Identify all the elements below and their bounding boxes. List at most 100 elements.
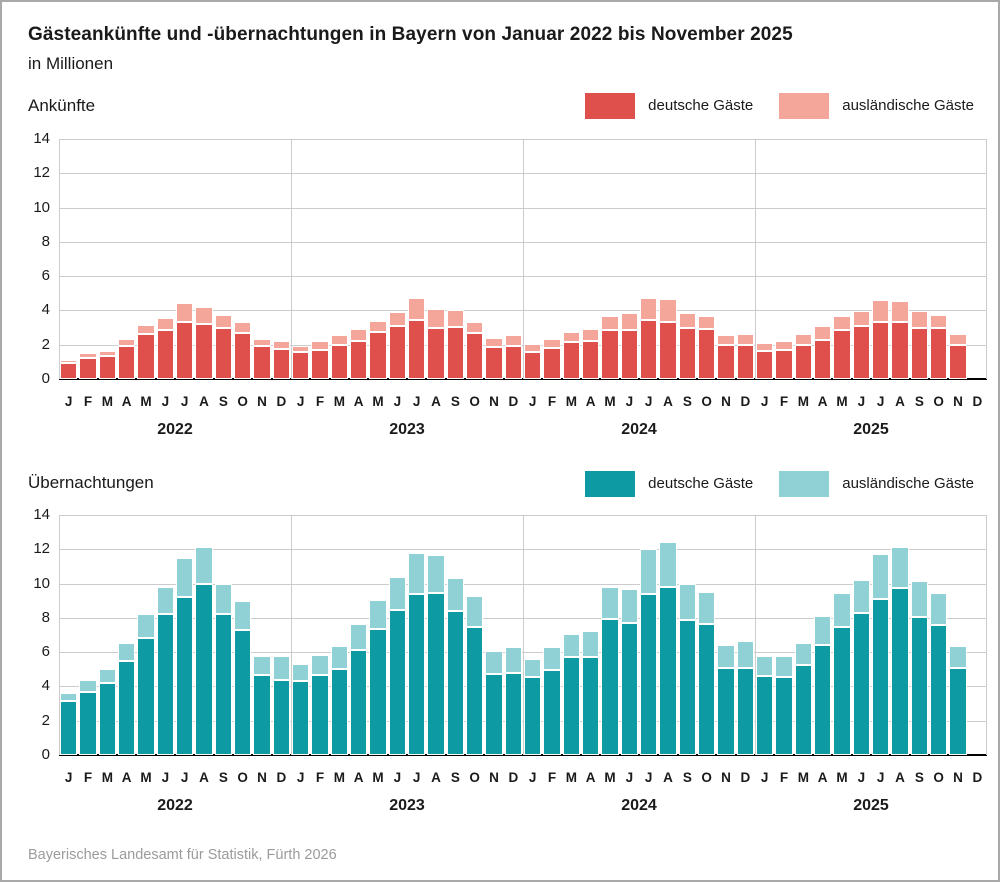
month-tick-label: A [585,394,596,409]
bar-segment-domestic [910,617,928,755]
bar-segment-foreign [311,341,329,350]
bar-segment-domestic [156,330,174,379]
bar-segment-domestic [485,673,503,755]
month-tick-label: D [508,770,519,785]
bar-segment-foreign [949,334,967,345]
bar-segment-foreign [137,325,155,335]
month-tick-label: M [372,770,384,785]
y-tick-label: 14 [33,130,50,147]
bar-segment-domestic [640,593,658,755]
month-tick-label: S [450,770,460,785]
bar-segment-domestic [118,660,136,755]
month-tick-label: N [489,770,499,785]
bar-segment-domestic [949,668,967,755]
legend-label-domestic-arrivals: deutsche Gäste [648,97,754,114]
bar-segment-domestic [524,351,542,379]
bar-segment-foreign [156,318,174,331]
y-tick-label: 2 [41,711,50,729]
bar-segment-domestic [272,349,290,379]
bar-segment-domestic [562,657,580,755]
y-tick-label: 2 [41,335,50,353]
bar-segment-domestic [756,350,774,379]
month-tick-label: S [450,394,460,409]
bar-segment-domestic [524,677,542,755]
month-tick-label: M [565,770,577,785]
bar-segment-domestic [234,629,252,755]
month-tick-label: D [740,770,751,785]
month-tick-label: A [353,394,364,409]
bar-segment-domestic [408,319,426,379]
bar-segment-domestic [176,597,194,755]
bar-segment-domestic [330,669,348,755]
x-axis-line [59,754,987,756]
bar-segment-foreign [582,329,600,342]
bar-segment-foreign [485,651,503,674]
bar-segment-domestic [891,587,909,755]
bar-segment-domestic [872,599,890,755]
page-subtitle: in Millionen [28,54,114,73]
bar-segment-foreign [446,577,464,611]
bar-segment-foreign [330,335,348,345]
month-tick-label: J [296,770,305,785]
legend-swatch-domestic-overnight [585,470,636,497]
bar-segment-foreign [794,642,812,665]
month-tick-label: A [817,394,828,409]
month-tick-label: N [257,770,267,785]
month-tick-label: J [760,770,769,785]
y-tick-label: 12 [33,164,50,182]
bar-segment-foreign [137,614,155,639]
bar-segment-foreign [350,623,368,650]
bar-segment-domestic [330,344,348,379]
month-tick-label: N [953,770,963,785]
bar-segment-domestic [852,325,870,379]
bar-segment-domestic [214,614,232,755]
bar-segment-domestic [659,322,677,379]
month-tick-label: M [604,394,616,409]
bar-segment-domestic [814,645,832,755]
plot-edge-line [59,515,60,755]
bar-segment-foreign [620,313,638,331]
year-separator [523,139,524,379]
bar-segment-foreign [698,316,716,330]
bar-segment-foreign [388,576,406,611]
month-tick-label: M [372,394,384,409]
month-tick-label: S [682,770,692,785]
bar-segment-foreign [717,645,735,669]
month-tick-label: M [836,394,848,409]
bar-segment-domestic [582,657,600,755]
month-tick-label: S [218,770,228,785]
bar-segment-foreign [794,334,812,345]
month-tick-label: F [779,394,789,409]
bar-segment-foreign [504,335,522,347]
month-tick-label: F [315,394,325,409]
bar-segment-domestic [369,629,387,755]
bar-segment-domestic [176,321,194,379]
bar-segment-domestic [698,623,716,755]
bar-segment-foreign [756,343,774,351]
bar-segment-domestic [504,346,522,379]
month-tick-label: J [644,770,653,785]
bar-segment-domestic [833,627,851,755]
bar-segment-foreign [756,656,774,677]
bar-segment-domestic [678,327,696,379]
month-tick-label: M [140,394,152,409]
bar-segment-domestic [292,351,310,379]
chart-overnight-title: Übernachtungen [28,473,154,492]
month-tick-label: F [83,770,93,785]
year-separator [291,515,292,755]
month-tick-label: O [933,770,944,785]
bar-segment-domestic [98,683,116,755]
bar-segment-foreign [678,313,696,328]
bar-segment-foreign [640,549,658,594]
month-tick-label: A [121,394,132,409]
bar-segment-domestic [794,344,812,379]
bar-segment-domestic [775,677,793,755]
bar-segment-foreign [814,616,832,646]
bar-segment-domestic [582,341,600,379]
month-tick-label: J [625,394,634,409]
bar-segment-foreign [562,331,580,343]
month-tick-label: J [644,394,653,409]
month-tick-label: A [585,770,596,785]
legend-arrivals: deutsche Gäste ausländische Gäste [585,92,974,119]
